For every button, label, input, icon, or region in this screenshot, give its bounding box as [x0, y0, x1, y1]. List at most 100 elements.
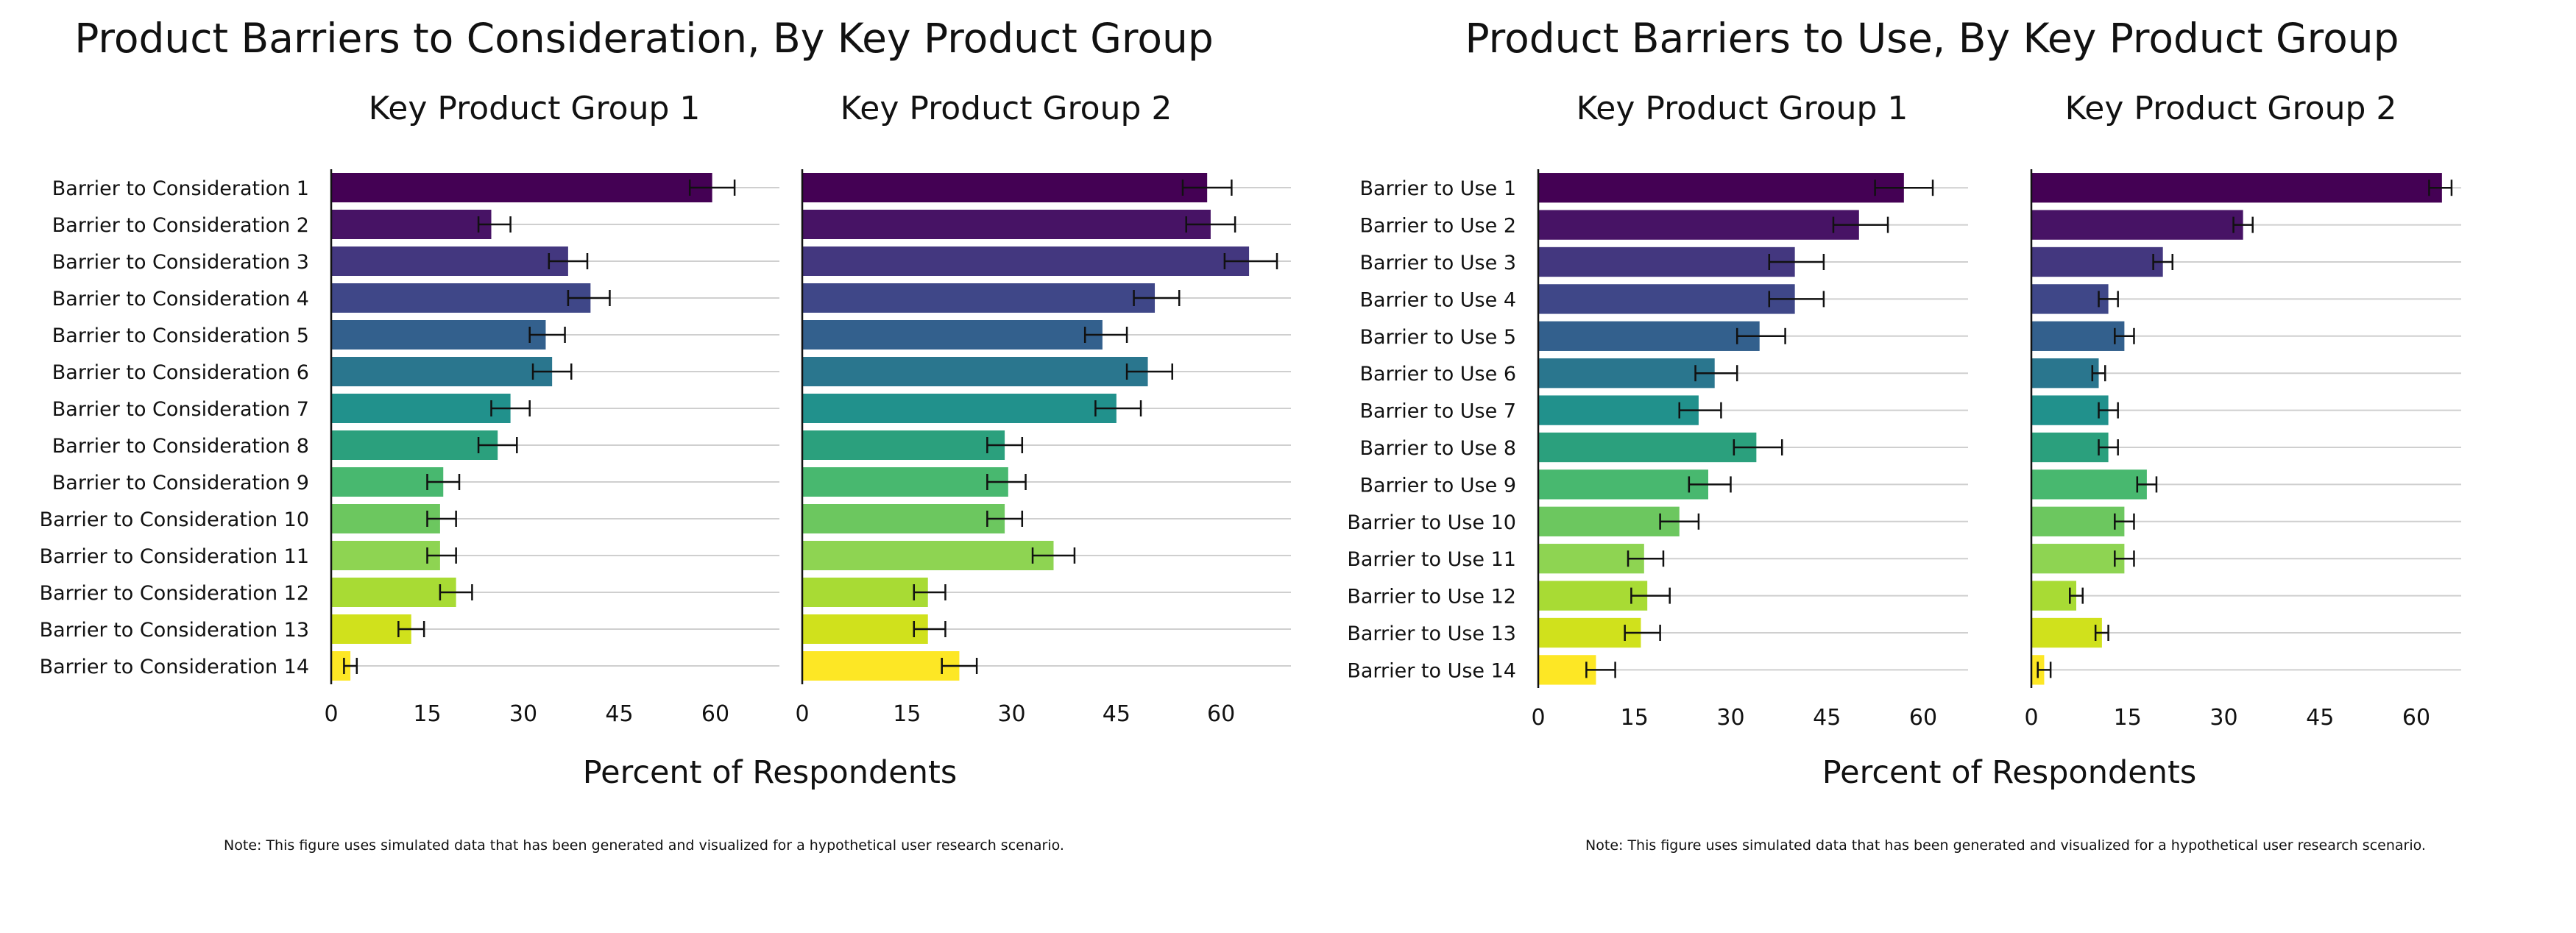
- figure-barriers-to-consideration: Product Barriers to Consideration, By Ke…: [40, 15, 1291, 854]
- error-bar: [913, 584, 946, 600]
- bar: [2031, 246, 2163, 277]
- x-tick-label: 60: [1909, 705, 1937, 731]
- category-label: Barrier to Use 10: [1347, 511, 1516, 534]
- error-bar: [477, 216, 512, 233]
- error-bar: [1031, 547, 1076, 564]
- category-label: Barrier to Use 2: [1360, 215, 1516, 238]
- error-bar: [2098, 402, 2119, 419]
- category-label: Barrier to Use 4: [1360, 288, 1516, 311]
- bar: [331, 467, 444, 497]
- error-bar: [1624, 625, 1661, 641]
- bar: [331, 173, 712, 202]
- bar: [2031, 173, 2442, 203]
- bar: [1538, 617, 1641, 648]
- category-label: Barrier to Use 5: [1360, 326, 1516, 349]
- category-label: Barrier to Consideration 7: [52, 398, 309, 421]
- category-label: Barrier to Use 7: [1360, 400, 1516, 423]
- bar: [1538, 395, 1699, 425]
- error-bar: [1585, 661, 1616, 678]
- error-bar: [1094, 400, 1142, 416]
- error-bar: [986, 437, 1024, 453]
- bar: [2031, 284, 2109, 314]
- bar: [331, 320, 546, 350]
- category-label: Barrier to Consideration 4: [52, 288, 309, 311]
- bar: [2031, 544, 2125, 574]
- panel-title-group-1: Key Product Group 1: [368, 90, 701, 127]
- category-label: Barrier to Consideration 11: [40, 545, 309, 568]
- bar: [802, 320, 1103, 350]
- bar: [2031, 506, 2125, 536]
- error-bar: [688, 180, 736, 196]
- bar: [802, 504, 1005, 533]
- bar: [1538, 246, 1795, 277]
- category-label: Barrier to Consideration 5: [52, 324, 309, 347]
- category-label: Barrier to Consideration 1: [52, 177, 309, 200]
- error-bar: [1688, 476, 1732, 493]
- bar: [1538, 210, 1859, 240]
- error-bar: [986, 511, 1024, 527]
- category-label: Barrier to Use 12: [1347, 586, 1516, 609]
- bar: [331, 504, 440, 533]
- error-bar: [1627, 550, 1665, 567]
- bar: [1538, 544, 1644, 574]
- x-tick-label: 0: [2024, 705, 2038, 731]
- bar: [1538, 581, 1648, 611]
- category-label: Barrier to Use 11: [1347, 548, 1516, 571]
- error-bar: [2094, 625, 2109, 641]
- plot-panel-3: Barrier to Use 1 Barrier to Use 2 Barrier …: [1347, 169, 1968, 731]
- bar: [2031, 321, 2125, 351]
- bar: [331, 210, 492, 239]
- x-tick-label: 30: [997, 701, 1025, 727]
- bar: [802, 173, 1208, 202]
- panel-title-group-2: Key Product Group 2: [2064, 90, 2397, 127]
- x-tick-label: 15: [1621, 705, 1649, 731]
- category-label: Barrier to Use 8: [1360, 437, 1516, 460]
- bar: [802, 541, 1054, 570]
- x-tick-label: 15: [893, 701, 921, 727]
- bar: [802, 430, 1005, 460]
- figure-title: Product Barriers to Consideration, By Ke…: [74, 15, 1214, 62]
- bar: [331, 394, 511, 423]
- bar: [2031, 395, 2109, 425]
- error-bar: [1874, 180, 1934, 196]
- error-bar: [1735, 327, 1786, 344]
- error-bar: [941, 658, 978, 674]
- error-bar: [1223, 253, 1278, 269]
- bar: [331, 283, 591, 313]
- error-bar: [1694, 365, 1738, 382]
- bar: [802, 651, 960, 681]
- error-bar: [426, 511, 457, 527]
- bar: [1538, 469, 1708, 500]
- error-bar: [1678, 402, 1722, 419]
- panel-title-group-2: Key Product Group 2: [840, 90, 1172, 127]
- bar: [802, 578, 928, 607]
- error-bar: [2114, 513, 2135, 530]
- bar: [2031, 432, 2109, 463]
- error-bar: [2232, 216, 2254, 233]
- bar: [802, 357, 1148, 386]
- error-bar: [528, 327, 566, 343]
- figure-title: Product Barriers to Use, By Key Product …: [1465, 15, 2399, 62]
- panel-title-group-1: Key Product Group 1: [1576, 90, 1908, 127]
- category-label: Barrier to Use 9: [1360, 474, 1516, 497]
- error-bar: [426, 474, 461, 490]
- error-bar: [1083, 327, 1128, 343]
- x-axis-label: Percent of Respondents: [582, 754, 958, 791]
- plot-panel-1: Barrier to Consideration 1 Barrier to Con…: [40, 169, 779, 727]
- category-label: Barrier to Consideration 8: [52, 435, 309, 458]
- category-label: Barrier to Consideration 2: [52, 214, 309, 237]
- category-label: Barrier to Consideration 3: [52, 251, 309, 274]
- category-label: Barrier to Use 1: [1360, 177, 1516, 200]
- error-bar: [1125, 363, 1173, 380]
- error-bar: [2152, 254, 2174, 270]
- bar: [2031, 469, 2147, 500]
- error-bar: [567, 290, 611, 306]
- bar: [1538, 173, 1904, 203]
- error-bar: [2069, 587, 2084, 604]
- x-tick-label: 45: [605, 701, 633, 727]
- error-bar: [1185, 216, 1236, 233]
- error-bar: [548, 253, 589, 269]
- error-bar: [2098, 439, 2119, 455]
- bar: [331, 357, 553, 386]
- bar: [2031, 358, 2099, 389]
